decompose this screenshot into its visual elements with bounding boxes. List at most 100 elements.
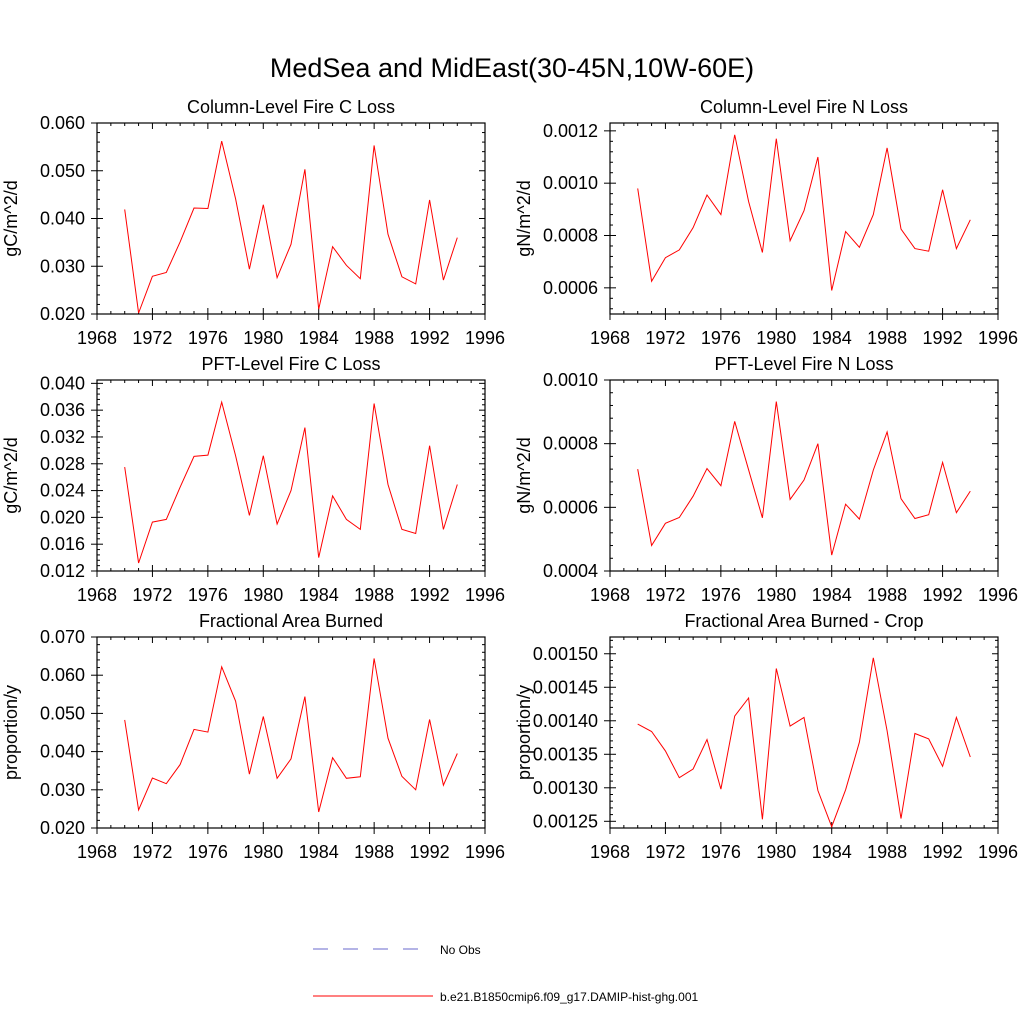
x-tick-label: 1972 — [132, 328, 172, 348]
series-line — [124, 140, 458, 314]
panel-title: Fractional Area Burned - Crop — [684, 611, 923, 631]
panel-0: Column-Level Fire C Loss gC/m^2/d 1968 1972… — [1, 97, 505, 348]
series-line — [637, 657, 971, 829]
x-tick-label: 1992 — [410, 585, 450, 605]
y-tick-label: 0.030 — [40, 780, 85, 800]
x-tick-label: 1988 — [354, 328, 394, 348]
legend-label-model: b.e21.B1850cmip6.f09_g17.DAMIP-hist-ghg.… — [440, 990, 698, 1004]
series-line — [124, 658, 458, 813]
panel-title: Fractional Area Burned — [199, 611, 383, 631]
series-line — [637, 134, 971, 291]
x-tick-label: 1968 — [590, 842, 630, 862]
x-tick-label: 1992 — [410, 328, 450, 348]
y-tick-label: 0.028 — [40, 454, 85, 474]
panel-title: PFT-Level Fire C Loss — [201, 354, 380, 374]
y-axis-label: gN/m^2/d — [514, 180, 534, 256]
y-tick-label: 0.040 — [40, 209, 85, 229]
y-axis-label: gC/m^2/d — [1, 180, 21, 256]
x-tick-label: 1980 — [756, 328, 796, 348]
x-tick-label: 1972 — [132, 585, 172, 605]
x-tick-label: 1988 — [867, 842, 907, 862]
panel-title: PFT-Level Fire N Loss — [714, 354, 893, 374]
plot-frame — [609, 636, 999, 829]
x-tick-label: 1984 — [812, 842, 852, 862]
y-tick-label: 0.040 — [40, 373, 85, 393]
x-tick-label: 1976 — [188, 585, 228, 605]
x-tick-label: 1972 — [645, 842, 685, 862]
y-tick-label: 0.012 — [40, 561, 85, 581]
x-tick-label: 1968 — [77, 585, 117, 605]
y-axis-label: gC/m^2/d — [1, 437, 21, 513]
x-tick-label: 1992 — [923, 328, 963, 348]
x-tick-label: 1984 — [299, 585, 339, 605]
series-line — [637, 401, 971, 556]
panels-group: Column-Level Fire C Loss gC/m^2/d 1968 1972… — [1, 97, 1018, 862]
x-tick-label: 1976 — [701, 842, 741, 862]
plot-frame — [609, 379, 999, 572]
y-tick-label: 0.040 — [40, 742, 85, 762]
x-tick-label: 1992 — [923, 585, 963, 605]
x-tick-label: 1996 — [465, 585, 505, 605]
x-tick-label: 1976 — [188, 328, 228, 348]
x-tick-label: 1996 — [465, 328, 505, 348]
x-tick-label: 1972 — [645, 585, 685, 605]
y-tick-label: 0.024 — [40, 481, 85, 501]
panel-4: Fractional Area Burned proportion/y 1968 19… — [1, 611, 505, 862]
y-tick-label: 0.036 — [40, 400, 85, 420]
x-tick-label: 1976 — [701, 585, 741, 605]
y-tick-label: 0.0010 — [543, 173, 598, 193]
panel-2: PFT-Level Fire C Loss gC/m^2/d 1968 1972 197… — [1, 354, 505, 605]
plot-frame — [96, 379, 486, 572]
series-line — [124, 400, 458, 564]
y-tick-label: 0.00145 — [533, 677, 598, 697]
panel-title: Column-Level Fire C Loss — [187, 97, 395, 117]
x-tick-label: 1988 — [867, 585, 907, 605]
panel-1: Column-Level Fire N Loss gN/m^2/d 1968 1972… — [514, 97, 1018, 348]
x-tick-label: 1980 — [243, 842, 283, 862]
y-tick-label: 0.0008 — [543, 226, 598, 246]
y-tick-label: 0.00125 — [533, 811, 598, 831]
y-tick-label: 0.030 — [40, 256, 85, 276]
x-tick-label: 1972 — [645, 328, 685, 348]
x-tick-label: 1984 — [812, 328, 852, 348]
legend-label-no-obs: No Obs — [440, 943, 481, 957]
legend: No Obs b.e21.B1850cmip6.f09_g17.DAMIP-hi… — [313, 943, 698, 1004]
x-tick-label: 1980 — [756, 585, 796, 605]
y-tick-label: 0.0010 — [543, 370, 598, 390]
y-tick-label: 0.00130 — [533, 778, 598, 798]
y-tick-label: 0.0006 — [543, 497, 598, 517]
y-tick-label: 0.050 — [40, 703, 85, 723]
x-tick-label: 1996 — [465, 842, 505, 862]
x-tick-label: 1996 — [978, 585, 1018, 605]
y-tick-label: 0.00140 — [533, 711, 598, 731]
x-tick-label: 1984 — [299, 328, 339, 348]
y-tick-label: 0.020 — [40, 304, 85, 324]
x-tick-label: 1996 — [978, 842, 1018, 862]
x-tick-label: 1988 — [354, 585, 394, 605]
y-tick-label: 0.020 — [40, 818, 85, 838]
x-tick-label: 1992 — [923, 842, 963, 862]
y-axis-label: proportion/y — [514, 685, 534, 780]
y-axis-label: proportion/y — [1, 685, 21, 780]
x-tick-label: 1988 — [867, 328, 907, 348]
y-tick-label: 0.00150 — [533, 644, 598, 664]
x-tick-label: 1984 — [299, 842, 339, 862]
x-tick-label: 1996 — [978, 328, 1018, 348]
x-tick-label: 1976 — [701, 328, 741, 348]
x-tick-label: 1988 — [354, 842, 394, 862]
y-tick-label: 0.0004 — [543, 561, 598, 581]
x-tick-label: 1968 — [77, 842, 117, 862]
y-tick-label: 0.0008 — [543, 434, 598, 454]
x-tick-label: 1980 — [243, 328, 283, 348]
y-tick-label: 0.00135 — [533, 744, 598, 764]
x-tick-label: 1968 — [77, 328, 117, 348]
panel-5: Fractional Area Burned - Crop proportion/… — [514, 611, 1018, 862]
x-tick-label: 1972 — [132, 842, 172, 862]
y-tick-label: 0.016 — [40, 534, 85, 554]
y-tick-label: 0.032 — [40, 427, 85, 447]
x-tick-label: 1976 — [188, 842, 228, 862]
y-tick-label: 0.070 — [40, 627, 85, 647]
y-axis-label: gN/m^2/d — [514, 437, 534, 513]
